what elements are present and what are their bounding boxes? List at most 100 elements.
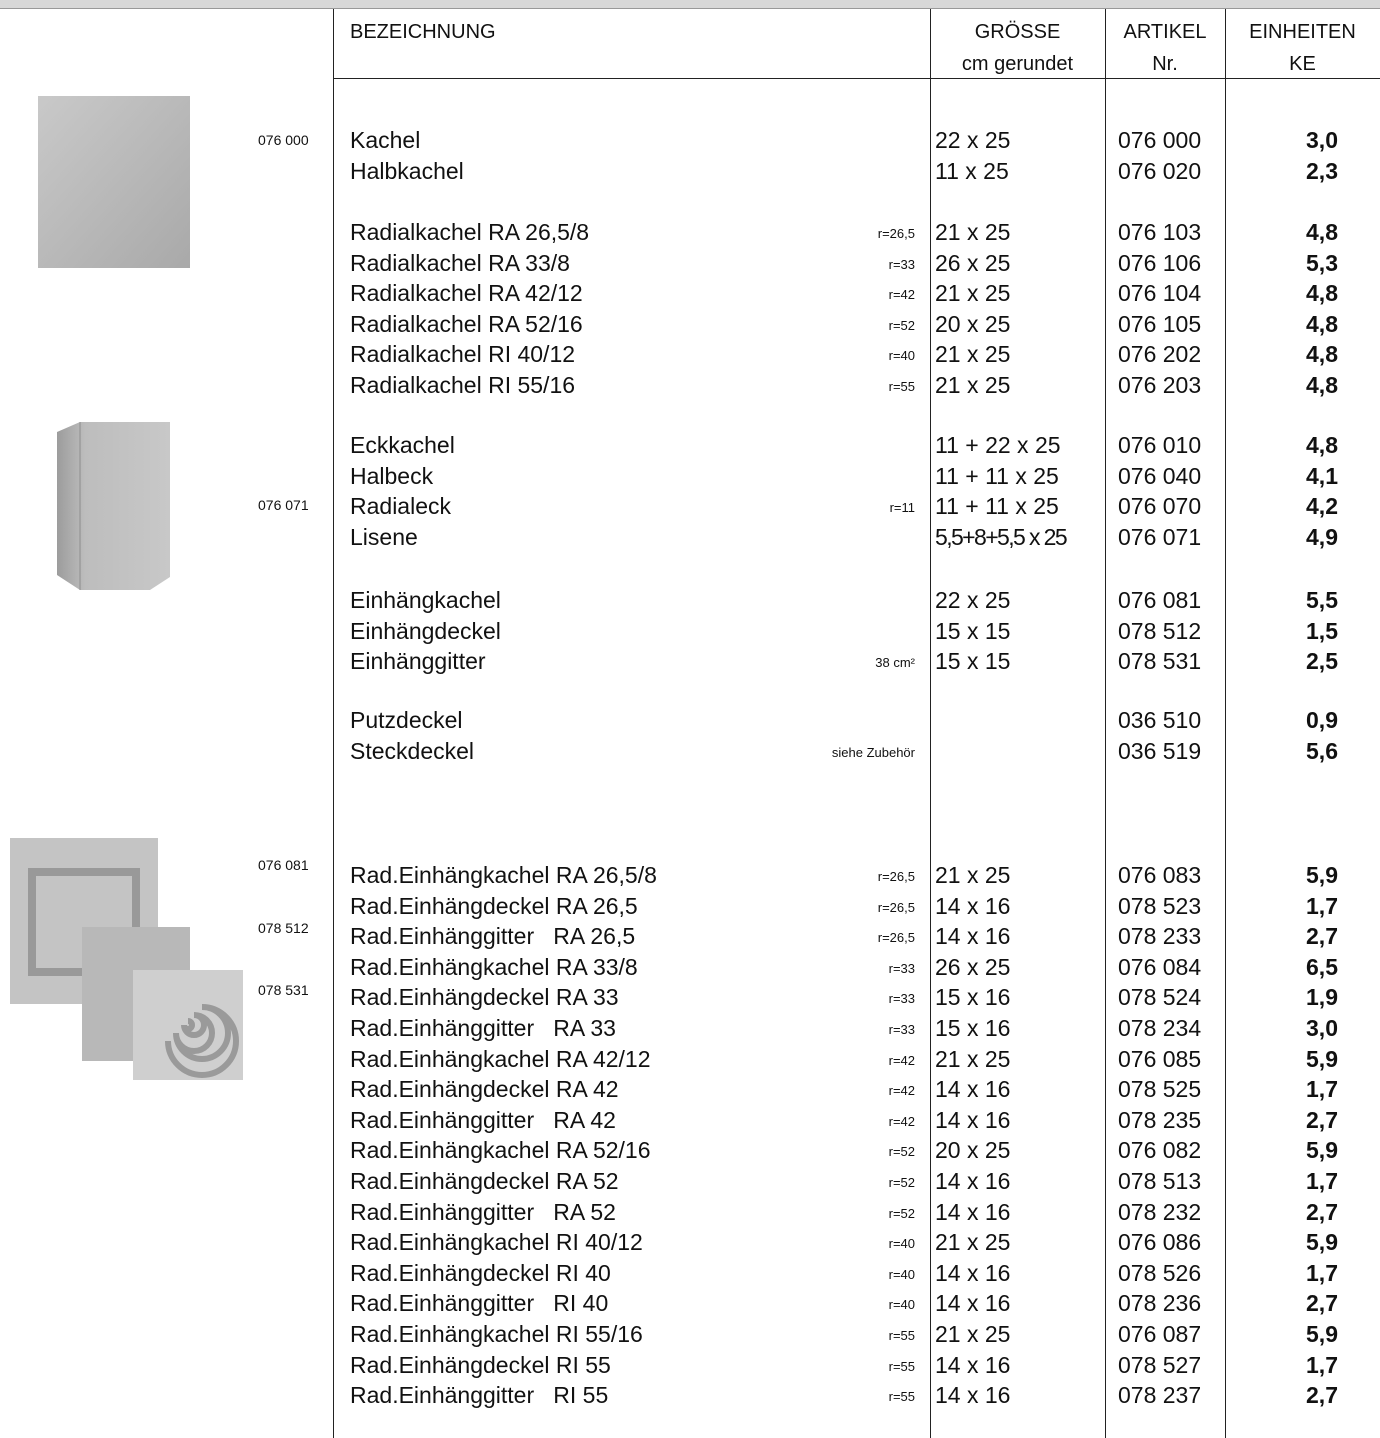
item-size: 21 x 25 bbox=[935, 1045, 1011, 1072]
item-size: 15 x 16 bbox=[935, 1015, 1011, 1041]
units-ke: 4,8 bbox=[1306, 432, 1338, 458]
item-name: Radialkachel RI 55/16 bbox=[350, 372, 576, 398]
spiral bbox=[165, 1004, 239, 1078]
units-ke: 1,7 bbox=[1306, 1168, 1338, 1194]
column-subheader: cm gerundet bbox=[961, 53, 1074, 75]
units-ke: 2,7 bbox=[1306, 1106, 1338, 1133]
item-note: r=42 bbox=[888, 1052, 915, 1068]
item-size: 21 x 25 bbox=[935, 280, 1011, 307]
article-number: 078 526 bbox=[1118, 1259, 1202, 1286]
item-name: Steckdeckel bbox=[350, 737, 475, 764]
units-ke: 5,9 bbox=[1306, 1229, 1338, 1256]
article-number: 078 233 bbox=[1118, 923, 1202, 950]
units-ke: 4,9 bbox=[1306, 523, 1338, 550]
article-number: 076 082 bbox=[1118, 1137, 1202, 1164]
item-size: 21 x 25 bbox=[935, 372, 1011, 398]
item-size: 14 x 16 bbox=[935, 1259, 1011, 1286]
item-size: 14 x 16 bbox=[935, 1076, 1011, 1103]
item-name: Einhänggitter bbox=[350, 648, 486, 675]
item-note: r=33 bbox=[888, 960, 915, 976]
column-rule bbox=[930, 9, 931, 1438]
item-size: 21 x 25 bbox=[935, 862, 1011, 888]
units-ke: 1,7 bbox=[1306, 892, 1338, 919]
article-number: 036 519 bbox=[1118, 737, 1202, 764]
item-name: Kachel bbox=[350, 127, 421, 153]
units-ke: 4,2 bbox=[1306, 493, 1338, 520]
article-number: 076 081 bbox=[1118, 587, 1202, 613]
item-size: 5,5+8+5,5 x 25 bbox=[935, 523, 1068, 550]
item-size: 21 x 25 bbox=[935, 219, 1011, 245]
article-number: 076 040 bbox=[1118, 462, 1202, 489]
item-note: r=55 bbox=[888, 1389, 915, 1405]
article-number: 076 071 bbox=[1118, 523, 1202, 550]
item-note: r=26,5 bbox=[877, 226, 915, 241]
article-number: 078 234 bbox=[1118, 1015, 1202, 1041]
item-name: Rad.Einhängdeckel RA 42 bbox=[350, 1076, 619, 1103]
item-name: Rad.Einhänggitter RI 40 bbox=[350, 1290, 609, 1317]
item-size: 11 + 11 x 25 bbox=[935, 462, 1059, 489]
item-size: 26 x 25 bbox=[935, 953, 1011, 980]
units-ke: 2,3 bbox=[1306, 157, 1338, 184]
units-ke: 5,9 bbox=[1306, 1045, 1338, 1072]
item-name: Rad.Einhänggitter RI 55 bbox=[350, 1382, 609, 1409]
item-note: r=40 bbox=[888, 1266, 915, 1282]
item-name: Rad.Einhänggitter RA 52 bbox=[350, 1198, 616, 1225]
top-bar bbox=[0, 0, 1380, 9]
item-size: 14 x 16 bbox=[935, 892, 1011, 919]
corner-tile-image bbox=[57, 422, 170, 590]
units-ke: 4,8 bbox=[1306, 280, 1338, 307]
article-number: 076 105 bbox=[1118, 310, 1202, 337]
article-number: 076 020 bbox=[1118, 157, 1202, 184]
item-name: Rad.Einhänggitter RA 26,5 bbox=[350, 923, 636, 950]
item-note: 38 cm² bbox=[875, 655, 915, 671]
column-header: GRÖSSE bbox=[974, 21, 1061, 43]
item-name: Rad.Einhängkachel RI 40/12 bbox=[350, 1229, 643, 1256]
image-label: 078 531 bbox=[258, 982, 309, 998]
item-name: Rad.Einhängdeckel RA 33 bbox=[350, 984, 619, 1011]
item-note: r=26,5 bbox=[877, 869, 915, 884]
item-name: Rad.Einhänggitter RA 42 bbox=[350, 1106, 616, 1133]
image-label: 076 000 bbox=[258, 132, 309, 148]
units-ke: 4,8 bbox=[1306, 341, 1338, 368]
item-size: 21 x 25 bbox=[935, 1321, 1011, 1347]
item-size: 26 x 25 bbox=[935, 249, 1011, 276]
item-note: r=55 bbox=[888, 1328, 915, 1343]
item-note: r=42 bbox=[888, 1083, 915, 1099]
item-name: Radialkachel RI 40/12 bbox=[350, 341, 576, 368]
item-name: Rad.Einhängkachel RA 26,5/8 bbox=[350, 862, 657, 888]
item-name: Rad.Einhängdeckel RA 26,5 bbox=[350, 892, 638, 919]
units-ke: 5,6 bbox=[1306, 737, 1338, 764]
units-ke: 1,7 bbox=[1306, 1076, 1338, 1103]
item-size: 14 x 16 bbox=[935, 1168, 1011, 1194]
units-ke: 2,7 bbox=[1306, 1382, 1338, 1409]
item-note: r=26,5 bbox=[877, 930, 915, 946]
item-name: Radialkachel RA 33/8 bbox=[350, 249, 570, 276]
column-subheader: KE bbox=[1289, 53, 1316, 75]
item-note: r=26,5 bbox=[877, 899, 915, 915]
product-images bbox=[10, 96, 243, 1080]
item-size: 15 x 15 bbox=[935, 617, 1011, 644]
article-number: 078 527 bbox=[1118, 1351, 1202, 1378]
item-name: Halbkachel bbox=[350, 157, 464, 184]
article-number: 078 513 bbox=[1118, 1168, 1202, 1194]
article-number: 076 070 bbox=[1118, 493, 1202, 520]
header-rule bbox=[333, 78, 1380, 79]
item-name: Rad.Einhängdeckel RI 40 bbox=[350, 1259, 611, 1286]
item-note: r=52 bbox=[888, 1144, 915, 1160]
item-name: Rad.Einhängkachel RA 42/12 bbox=[350, 1045, 651, 1072]
article-number: 036 510 bbox=[1118, 707, 1202, 733]
units-ke: 4,8 bbox=[1306, 372, 1338, 398]
item-note: r=52 bbox=[888, 1205, 915, 1221]
image-label: 076 081 bbox=[258, 857, 309, 873]
column-rule bbox=[333, 9, 334, 1438]
article-number: 076 203 bbox=[1118, 372, 1202, 398]
column-header: BEZEICHNUNG bbox=[350, 21, 496, 43]
item-size: 14 x 16 bbox=[935, 923, 1011, 950]
item-note: r=52 bbox=[888, 1175, 915, 1190]
article-number: 076 104 bbox=[1118, 280, 1202, 307]
article-number: 076 010 bbox=[1118, 432, 1202, 458]
article-number: 078 525 bbox=[1118, 1076, 1202, 1103]
item-name: Rad.Einhängdeckel RI 55 bbox=[350, 1351, 611, 1378]
article-number: 078 531 bbox=[1118, 648, 1202, 675]
